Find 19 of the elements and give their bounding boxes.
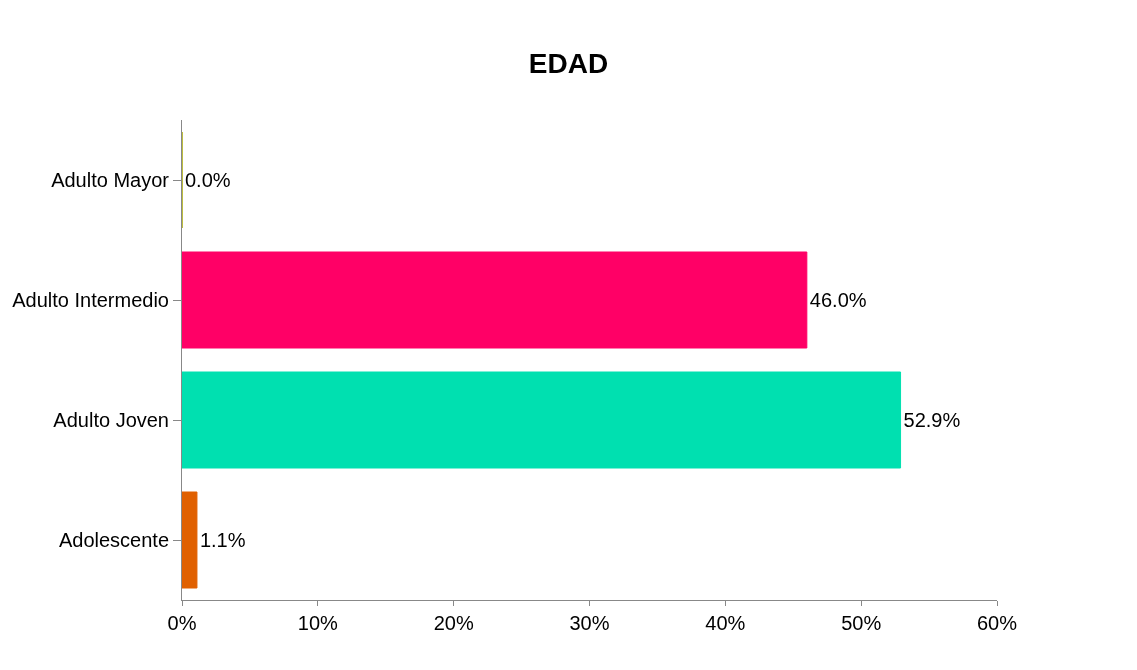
x-tick-label: 10% — [297, 612, 339, 634]
x-tick-label: 40% — [705, 612, 746, 634]
bar — [182, 251, 808, 349]
y-tick-label: Adulto Mayor — [51, 169, 170, 191]
x-tick-label: 20% — [433, 612, 474, 634]
data-label: 52.9% — [903, 409, 961, 431]
x-tick-label: 50% — [841, 612, 882, 634]
bar — [182, 491, 198, 589]
x-tick-label: 60% — [976, 612, 1018, 634]
data-label: 0.0% — [185, 169, 231, 191]
bar — [182, 371, 902, 469]
data-label: 1.1% — [199, 529, 246, 551]
y-tick-label: Adolescente — [58, 529, 169, 551]
chart-title: EDAD — [528, 48, 609, 80]
y-tick-label: Adulto Joven — [53, 409, 169, 431]
y-tick-label: Adulto Intermedio — [12, 289, 169, 311]
data-label: 46.0% — [809, 289, 867, 311]
x-tick-label: 0% — [167, 612, 197, 634]
x-tick-label: 30% — [569, 612, 610, 634]
